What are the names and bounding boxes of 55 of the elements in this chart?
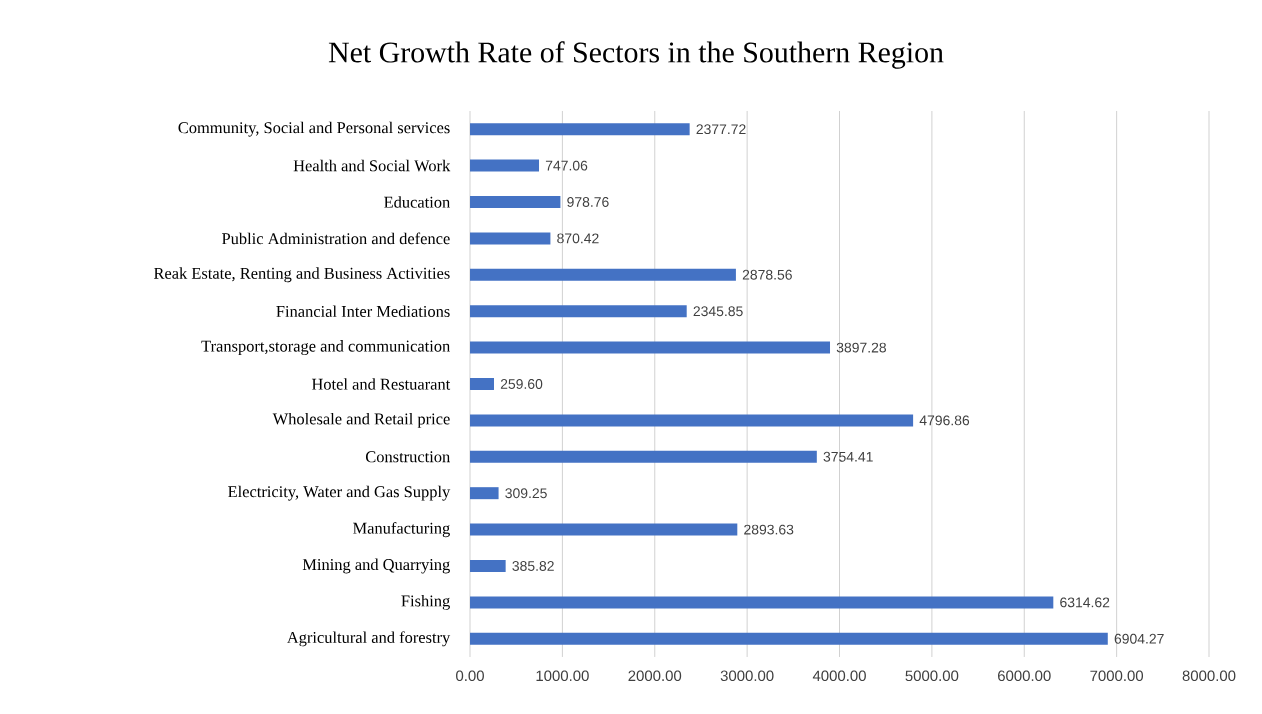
x-tick-label: 3000.00 — [720, 670, 774, 682]
x-tick-label: 2000.00 — [628, 670, 682, 682]
y-tick-label: Financial Inter Mediations — [276, 305, 450, 317]
y-tick-label: Public Administration and defence — [222, 232, 450, 245]
data-label: 4796.86 — [919, 415, 970, 426]
bar — [470, 377, 494, 390]
x-tick-label: 6000.00 — [998, 670, 1051, 682]
chart-title: Net Growth Rate of Sectors in the Southern Region — [328, 41, 944, 69]
bar — [470, 123, 690, 136]
y-tick-label: Transport,storage and communication — [201, 340, 450, 356]
y-tick-label: Hotel and Restuarant — [311, 378, 451, 390]
x-tick-label: 8000.00 — [1182, 670, 1236, 682]
y-tick-label: Mining and Quarrying — [302, 558, 450, 574]
x-tick-label: 7000.00 — [1090, 670, 1144, 682]
bar — [470, 596, 1054, 609]
bar — [470, 195, 561, 208]
bar — [470, 268, 736, 281]
bar — [470, 559, 506, 572]
bar — [470, 523, 738, 536]
data-label: 2377.72 — [696, 124, 746, 135]
data-label: 6314.62 — [1060, 597, 1110, 608]
data-label: 385.82 — [512, 561, 554, 571]
y-tick-label: Construction — [365, 451, 450, 463]
data-label: 870.42 — [557, 233, 599, 244]
bar — [470, 414, 914, 427]
bar — [470, 487, 499, 500]
bar — [470, 159, 540, 172]
y-tick-label: Reak Estate, Renting and Business Activities — [153, 267, 450, 283]
x-tick-label: 0.00 — [456, 670, 484, 682]
data-label: 6904.27 — [1114, 633, 1164, 644]
y-tick-label: Health and Social Work — [293, 159, 451, 172]
bar — [470, 232, 551, 245]
y-tick-label: Agricultural and forestry — [286, 631, 451, 647]
bar — [470, 450, 817, 463]
data-label: 3897.28 — [836, 342, 887, 353]
x-tick-label: 1000.00 — [536, 670, 589, 682]
bar — [470, 341, 831, 354]
y-tick-label: Manufacturing — [353, 522, 450, 538]
x-tick-label: 4000.00 — [812, 670, 866, 682]
y-tick-label: Wholesale and Retail price — [272, 412, 450, 428]
y-tick-label: Fishing — [401, 594, 450, 610]
data-label: 2345.85 — [693, 306, 743, 317]
data-label: 309.25 — [505, 488, 547, 499]
y-tick-label: Community, Social and Personal services — [178, 121, 450, 137]
y-tick-label: Electricity, Water and Gas Supply — [228, 485, 451, 501]
bar — [470, 305, 687, 318]
data-label: 259.60 — [500, 379, 543, 389]
y-tick-label: Education — [384, 196, 450, 208]
x-tick-label: 5000.00 — [905, 670, 959, 682]
data-label: 2878.56 — [742, 269, 792, 280]
bar — [470, 632, 1108, 645]
data-label: 747.06 — [545, 160, 588, 171]
data-label: 2893.63 — [744, 524, 794, 535]
data-label: 3754.41 — [823, 451, 873, 462]
data-label: 978.76 — [567, 197, 609, 207]
